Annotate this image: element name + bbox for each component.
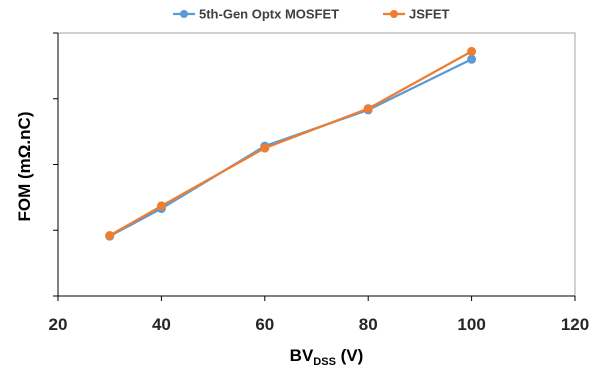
data-point — [156, 201, 166, 211]
data-point — [363, 104, 373, 114]
legend-marker — [180, 10, 188, 18]
legend-label: JSFET — [409, 7, 450, 22]
x-tick-label: 60 — [255, 315, 274, 334]
legend-label: 5th-Gen Optx MOSFET — [199, 7, 339, 22]
legend-item: 5th-Gen Optx MOSFET — [173, 7, 339, 22]
x-axis-title: BVDSS (V) — [290, 346, 364, 368]
legend-marker — [390, 10, 398, 18]
x-axis-ticks: 20 40 60 80 100 120 — [49, 296, 589, 334]
y-axis-title: FOM (mΩ.nC) — [15, 112, 34, 222]
x-tick-label: 100 — [457, 315, 485, 334]
x-tick-label: 80 — [359, 315, 378, 334]
x-tick-label: 40 — [152, 315, 171, 334]
legend: 5th-Gen Optx MOSFET JSFET — [173, 7, 450, 22]
series-group — [105, 46, 477, 241]
series-2 — [105, 46, 477, 241]
data-point — [467, 54, 477, 64]
y-axis-ticks — [53, 32, 58, 297]
plot-area-frame — [57, 32, 576, 297]
series-1 — [105, 54, 477, 241]
data-point — [260, 143, 270, 153]
legend-item: JSFET — [383, 7, 450, 22]
x-tick-label: 20 — [49, 315, 68, 334]
data-point — [105, 231, 115, 241]
x-tick-label: 120 — [561, 315, 589, 334]
data-point — [467, 46, 477, 56]
